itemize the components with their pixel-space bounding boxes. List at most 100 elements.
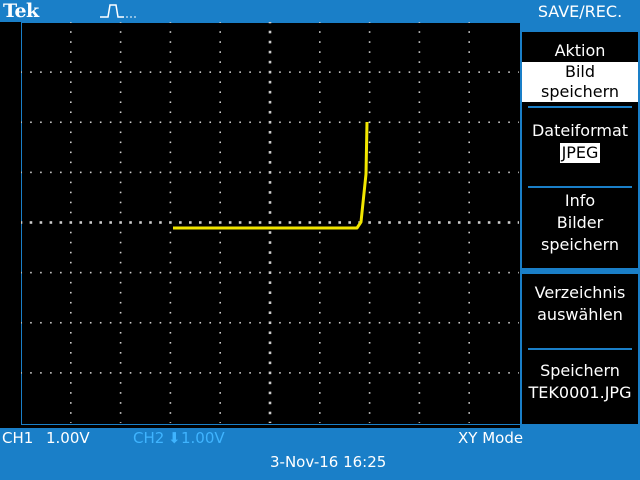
grid-dot: [498, 171, 500, 174]
grid-dot: [119, 101, 122, 103]
grid-dot: [70, 61, 72, 63]
grid-dot: [109, 71, 112, 73]
grid-dot: [418, 91, 421, 93]
grid-dot: [319, 31, 321, 33]
grid-dot: [438, 321, 441, 324]
grid-dot: [169, 291, 172, 294]
grid-dot: [239, 372, 241, 374]
grid-dot: [319, 81, 321, 83]
grid-dot: [428, 372, 431, 374]
grid-dot: [40, 121, 42, 124]
grid-dot: [268, 100, 272, 104]
grid-dot: [239, 271, 241, 274]
grid-dot: [418, 231, 421, 234]
grid-dot: [517, 221, 519, 224]
grid-dot: [219, 141, 221, 144]
grid-dot: [368, 331, 371, 334]
menu-button-speichern[interactable]: Speichern TEK0001.JPG: [522, 352, 638, 424]
grid-dot: [518, 321, 519, 324]
grid-dot: [119, 281, 122, 284]
grid-dot: [219, 201, 221, 204]
grid-dot: [319, 402, 321, 404]
grid-dot: [259, 121, 261, 124]
grid-dot: [189, 121, 192, 124]
grid-dot: [468, 261, 470, 264]
grid-dot: [50, 321, 52, 324]
grid-dot: [478, 71, 480, 73]
grid-dot: [70, 201, 72, 204]
grid-dot: [268, 211, 272, 214]
grid-dot: [418, 241, 421, 244]
grid-dot: [119, 342, 122, 344]
grid-dot: [468, 151, 470, 154]
grid-dot: [228, 221, 232, 224]
grid-dot: [468, 301, 470, 304]
grid-dot: [348, 121, 351, 124]
grid-dot: [209, 372, 212, 374]
grid-dot: [119, 331, 122, 334]
grid-dot: [198, 221, 202, 224]
grid-dot: [239, 121, 241, 124]
grid-dot: [368, 111, 371, 114]
grid-dot: [129, 221, 132, 224]
grid-dot: [268, 251, 272, 254]
grid-dot: [99, 221, 102, 224]
grid-dot: [398, 321, 401, 324]
grid-dot: [268, 321, 272, 325]
grid-dot: [268, 50, 272, 54]
grid-dot: [70, 171, 72, 174]
grid-dot: [258, 221, 262, 224]
grid-dot: [319, 331, 321, 334]
grid-dot: [488, 71, 490, 73]
grid-dot: [239, 171, 241, 174]
verzeichnis-line2: auswählen: [537, 305, 623, 324]
grid-dot: [438, 221, 441, 224]
grid-dot: [70, 91, 72, 93]
grid-dot: [139, 121, 142, 124]
grid-dot: [30, 121, 32, 124]
grid-dot: [70, 151, 72, 154]
menu-button-aktion[interactable]: Aktion Bild speichern: [522, 32, 638, 112]
grid-dot: [169, 422, 172, 423]
grid-dot: [467, 221, 471, 224]
grid-dot: [468, 61, 470, 63]
grid-dot: [328, 221, 332, 224]
menu-button-info-bilder-speichern[interactable]: Info Bilder speichern: [522, 190, 638, 268]
grid-dot: [478, 321, 480, 324]
trigger-pulse-icon: [100, 4, 136, 18]
grid-dot: [448, 171, 451, 174]
grid-dot: [70, 342, 72, 344]
grid-dot: [319, 311, 321, 314]
grid-dot: [378, 171, 381, 174]
grid-dot: [358, 171, 361, 174]
grid-dot: [428, 121, 431, 124]
menu-button-verzeichnis[interactable]: Verzeichnis auswählen: [522, 274, 638, 354]
grid-dot: [268, 141, 272, 144]
grid-dot: [468, 321, 470, 324]
grid-dot: [368, 121, 371, 124]
grid-dot: [169, 221, 172, 224]
grid-dot: [29, 221, 33, 224]
speichern-filename: TEK0001.JPG: [528, 383, 632, 402]
grid-dot: [328, 372, 331, 374]
grid-dot: [119, 352, 122, 354]
grid-dot: [159, 71, 162, 73]
menu-button-dateiformat[interactable]: Dateiformat JPEG: [522, 110, 638, 194]
grid-dot: [279, 372, 281, 374]
grid-dot: [468, 331, 470, 334]
speichern-line1: Speichern: [540, 361, 620, 380]
grid-dot: [309, 121, 311, 124]
grid-dot: [109, 171, 112, 174]
grid-dot: [119, 61, 122, 63]
grid-dot: [219, 422, 221, 423]
grid-dot: [368, 161, 371, 164]
grid-dot: [408, 171, 411, 174]
grid-dot: [169, 31, 172, 33]
grid-dot: [418, 81, 421, 83]
grid-dot: [179, 171, 182, 174]
grid-dot: [99, 372, 102, 374]
grid-dot: [368, 151, 371, 154]
grid-dot: [89, 121, 92, 124]
grid-dot: [388, 121, 391, 124]
grid-dot: [119, 372, 122, 374]
